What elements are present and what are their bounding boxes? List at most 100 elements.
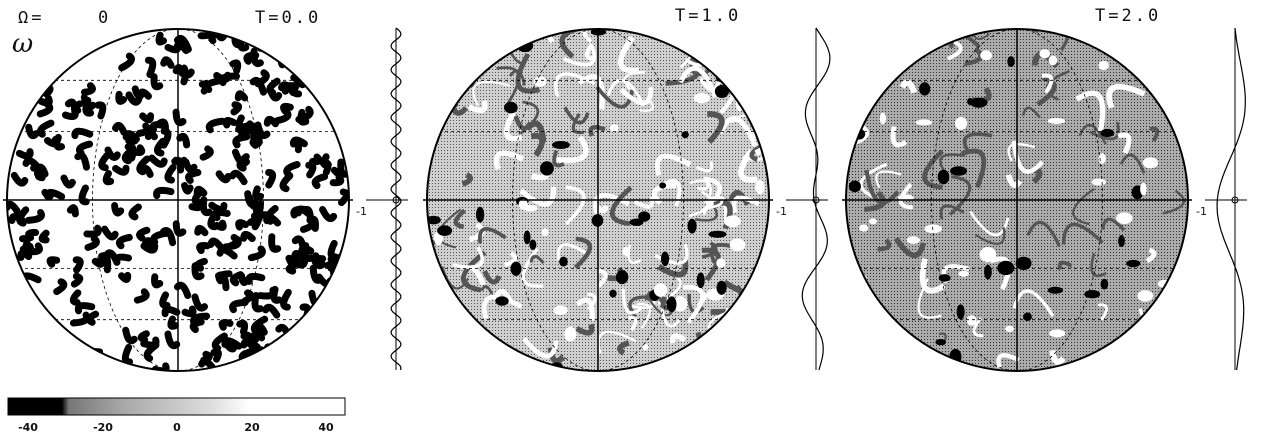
vortex-blob xyxy=(143,116,151,120)
vortex-spot xyxy=(564,327,576,342)
vortex-spot xyxy=(523,205,537,212)
vortex-spot xyxy=(630,219,644,227)
vortex-spot xyxy=(716,281,726,295)
vortex-blob xyxy=(165,309,177,313)
colorbar-label: 0 xyxy=(173,421,181,434)
vortex-blob xyxy=(284,106,291,111)
vortex-blob xyxy=(312,48,320,55)
vortex-blob xyxy=(79,354,86,361)
vortex-spot xyxy=(1116,212,1133,224)
vortex-spot xyxy=(1126,260,1140,267)
vortex-spot xyxy=(616,270,629,284)
vortex-blob xyxy=(254,216,258,227)
vortex-spot xyxy=(938,170,950,185)
vortex-blob xyxy=(168,167,173,180)
vortex-blob xyxy=(217,223,224,227)
swirl xyxy=(740,50,767,66)
vortex-spot xyxy=(880,113,886,125)
colorbar xyxy=(8,398,345,415)
vortex-blob xyxy=(141,334,146,340)
vortex-blob xyxy=(148,60,152,74)
vortex-spot xyxy=(848,44,862,57)
vortex-blob xyxy=(302,69,310,82)
vortex-spot xyxy=(950,166,967,176)
vortex-blob xyxy=(49,57,59,64)
vortex-blob xyxy=(225,341,239,346)
vortex-blob xyxy=(74,276,79,284)
swirl xyxy=(454,334,472,350)
vortex-blob xyxy=(18,307,27,314)
vortex-blob xyxy=(330,293,336,303)
vortex-spot xyxy=(967,315,977,326)
vortex-spot xyxy=(1092,179,1106,186)
vortex-spot xyxy=(984,265,992,280)
vortex-blob xyxy=(338,124,344,128)
vortex-spot xyxy=(1005,326,1014,332)
vortex-blob xyxy=(342,98,347,112)
vortex-blob xyxy=(64,56,69,68)
vortex-blob xyxy=(343,99,348,106)
vortex-spot xyxy=(916,119,933,125)
vortex-blob xyxy=(230,237,237,246)
vortex-spot xyxy=(1100,129,1114,137)
vortex-blob xyxy=(226,120,234,125)
vortex-spot xyxy=(451,41,461,49)
vortex-blob xyxy=(159,35,164,42)
vortex-blob xyxy=(341,192,346,203)
vortex-blob xyxy=(45,332,51,344)
vortex-blob xyxy=(287,336,298,343)
swirl xyxy=(672,364,691,398)
vortex-blob xyxy=(309,319,324,323)
vortex-blob xyxy=(163,295,167,306)
swirl xyxy=(464,39,472,48)
vortex-blob xyxy=(11,304,23,311)
vortex-spot xyxy=(955,117,967,130)
vortex-blob xyxy=(294,140,305,144)
vortex-spot xyxy=(737,365,750,372)
vortex-spot xyxy=(452,362,467,374)
vortex-blob xyxy=(275,360,284,369)
swirl xyxy=(1159,345,1165,355)
vortex-spot xyxy=(1049,329,1065,337)
vortex-blob xyxy=(239,118,243,127)
vortex-blob xyxy=(12,217,23,221)
colorbar-label: 40 xyxy=(318,421,334,434)
vortex-blob xyxy=(332,41,341,53)
vortex-blob xyxy=(322,303,330,312)
vortex-spot xyxy=(524,231,531,245)
vortex-blob xyxy=(324,28,336,33)
vortex-blob xyxy=(184,68,191,75)
axis-label: -1 xyxy=(776,205,787,218)
vortex-blob xyxy=(222,322,230,327)
vortex-spot xyxy=(716,258,725,268)
vortex-spot xyxy=(688,219,697,234)
vortex-blob xyxy=(284,292,289,307)
vortex-blob xyxy=(267,119,275,123)
vortex-blob xyxy=(164,60,171,65)
vortex-spot xyxy=(732,27,749,36)
vortex-spot xyxy=(534,76,547,86)
vortex-blob xyxy=(244,342,258,348)
swirl xyxy=(755,46,779,67)
vortex-spot xyxy=(1048,287,1063,294)
vortex-spot xyxy=(859,224,868,231)
vortex-spot xyxy=(1128,343,1146,356)
vortex-spot xyxy=(998,264,1010,270)
omega-value: 0 xyxy=(98,8,111,28)
swirl xyxy=(709,338,718,351)
vortex-spot xyxy=(529,239,536,249)
vortex-blob xyxy=(76,39,82,49)
swirl xyxy=(864,15,889,47)
vortex-blob xyxy=(313,340,321,346)
vortex-blob xyxy=(6,347,13,359)
vortex-blob xyxy=(331,26,336,37)
panel-time: T=0.0 xyxy=(255,8,321,28)
panel-time: T=1.0 xyxy=(675,6,741,26)
axis-label: -1 xyxy=(356,205,367,218)
vortex-blob xyxy=(148,133,154,137)
vortex-blob xyxy=(125,150,131,160)
vortex-blob xyxy=(70,208,75,214)
vortex-blob xyxy=(308,324,320,333)
vortex-blob xyxy=(266,347,271,358)
vortex-spot xyxy=(559,257,568,267)
